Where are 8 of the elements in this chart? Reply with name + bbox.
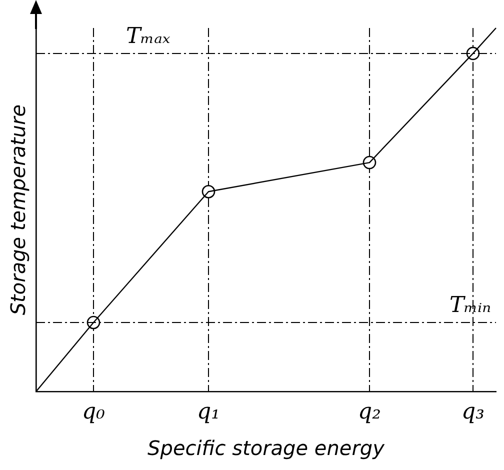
ref-line-label: Tₘᵢₙ <box>449 293 491 318</box>
x-tick-label: q₃ <box>462 400 484 425</box>
x-tick-label: q₀ <box>82 400 106 425</box>
x-tick-label: q₂ <box>358 400 381 425</box>
x-axis-title: Specific storage energy <box>148 436 386 460</box>
ref-line-label: Tₘₐₓ <box>126 24 170 50</box>
x-tick-label: q₁ <box>197 400 220 425</box>
y-axis-title: Storage temperature <box>6 104 30 316</box>
